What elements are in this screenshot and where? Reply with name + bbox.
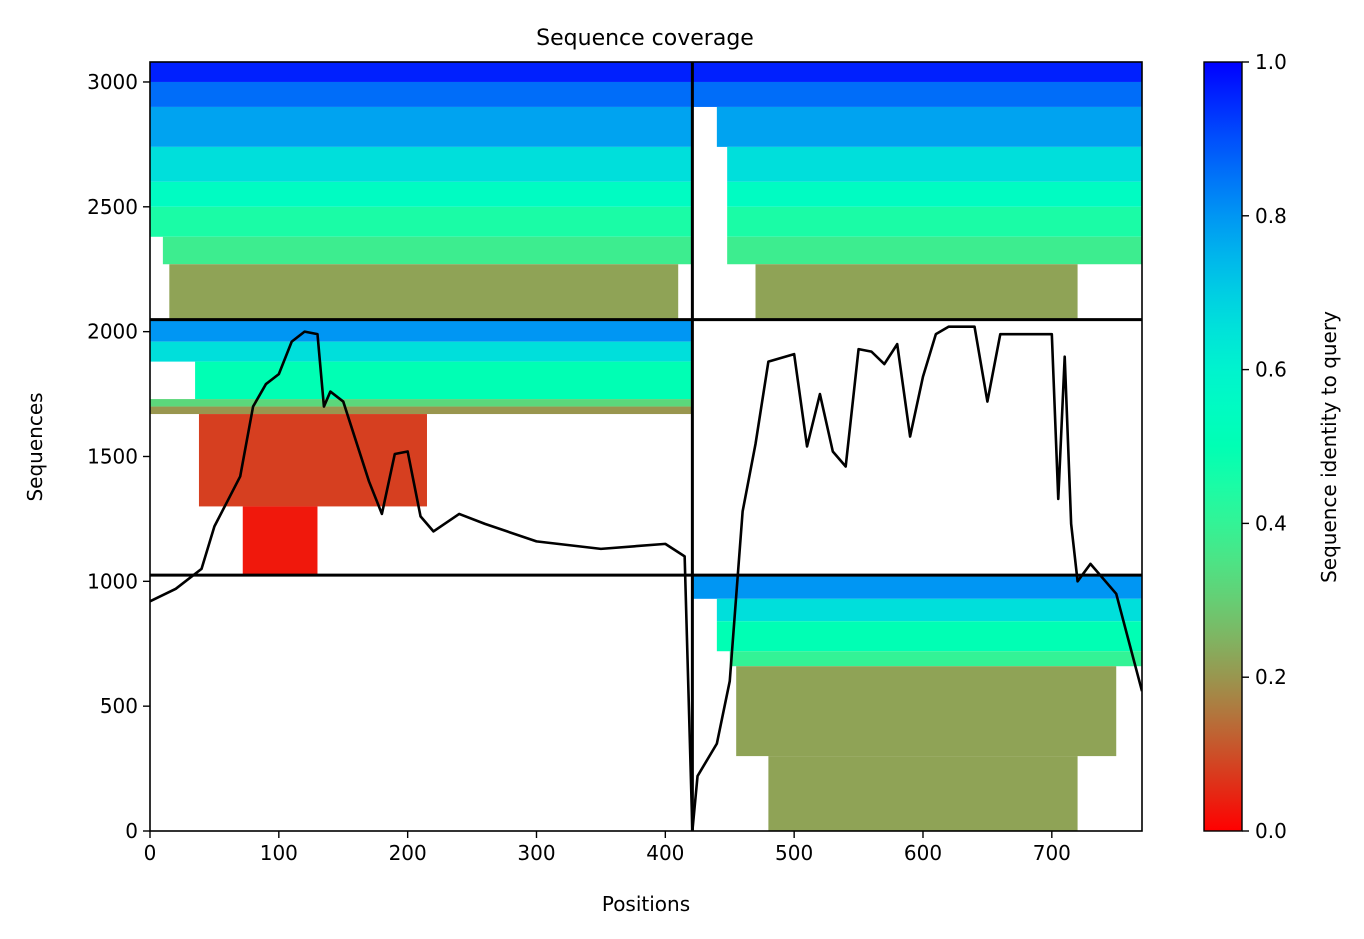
heatmap-band	[150, 146, 693, 182]
x-tick-label: 700	[1033, 841, 1071, 865]
x-tick-label: 0	[144, 841, 157, 865]
x-tick-label: 600	[904, 841, 942, 865]
x-axis: 0 100 200 300 400 500 600 700	[144, 831, 1071, 865]
heatmap-band	[242, 506, 318, 576]
heatmap-band	[150, 319, 693, 342]
colorbar-tick-label: 0.4	[1255, 511, 1287, 535]
y-axis-label: Sequences	[23, 392, 47, 501]
colorbar: 0.0 0.2 0.4 0.6 0.8 1.0 Sequence identity to …	[1203, 50, 1341, 843]
heatmap-band	[150, 341, 693, 362]
y-axis: 0 500 1000 1500 2000 2500 3000	[87, 70, 150, 843]
heatmap-band	[198, 414, 427, 507]
heatmap-band	[150, 206, 693, 237]
heatmap-band	[727, 206, 1142, 237]
heatmap-band	[716, 106, 1142, 147]
heatmap-block	[692, 62, 1142, 320]
y-tick-label: 500	[100, 694, 138, 718]
heatmap-band	[736, 666, 1117, 757]
heatmap-band	[692, 62, 1142, 82]
chart-title: Sequence coverage	[536, 26, 754, 51]
heatmap-band	[692, 575, 1142, 599]
heatmap-block	[150, 62, 693, 320]
x-tick-label: 300	[517, 841, 555, 865]
plot-frame	[149, 61, 1143, 832]
x-tick-label: 200	[389, 841, 427, 865]
heatmap-band	[162, 236, 693, 265]
heatmap-band	[727, 146, 1142, 182]
colorbar-tick-label: 0.8	[1255, 204, 1287, 228]
heatmap-band	[716, 621, 1142, 652]
y-tick-label: 2000	[87, 320, 138, 344]
colorbar-ticks: 0.0 0.2 0.4 0.6 0.8 1.0	[1242, 50, 1287, 843]
y-tick-label: 2500	[87, 195, 138, 219]
heatmap-band	[755, 264, 1078, 320]
heatmap-band	[768, 756, 1078, 831]
heatmap-band	[716, 598, 1142, 622]
y-tick-label: 1500	[87, 444, 138, 468]
block-dividers	[150, 62, 1142, 831]
x-tick-label: 100	[260, 841, 298, 865]
y-tick-label: 3000	[87, 70, 138, 94]
heatmap-band	[692, 81, 1142, 107]
x-tick-label: 400	[646, 841, 684, 865]
colorbar-tick-label: 0.2	[1255, 665, 1287, 689]
y-tick-label: 1000	[87, 569, 138, 593]
heatmap-block	[150, 319, 693, 576]
heatmap-band	[150, 62, 693, 82]
colorbar-tick-label: 0.6	[1255, 358, 1287, 382]
heatmap-band	[727, 181, 1142, 207]
heatmap-band	[195, 361, 693, 400]
colorbar-tick-label: 1.0	[1255, 50, 1287, 74]
y-tick-label: 0	[125, 819, 138, 843]
heatmap-band	[727, 236, 1142, 265]
coverage-line	[150, 325, 1142, 831]
heatmap-band	[729, 651, 1142, 667]
colorbar-gradient	[1203, 61, 1243, 832]
colorbar-label: Sequence identity to query	[1317, 311, 1341, 583]
heatmap-band	[150, 399, 693, 407]
coverage-heatmap	[150, 62, 1142, 831]
heatmap-band	[150, 181, 693, 207]
heatmap-band	[150, 106, 693, 147]
heatmap-band	[169, 264, 679, 320]
colorbar-tick-label: 0.0	[1255, 819, 1287, 843]
plot-area	[150, 62, 1142, 831]
x-tick-label: 500	[775, 841, 813, 865]
x-axis-label: Positions	[602, 892, 690, 916]
heatmap-band	[150, 81, 693, 107]
heatmap-band	[150, 406, 693, 415]
heatmap-block	[692, 575, 1142, 831]
